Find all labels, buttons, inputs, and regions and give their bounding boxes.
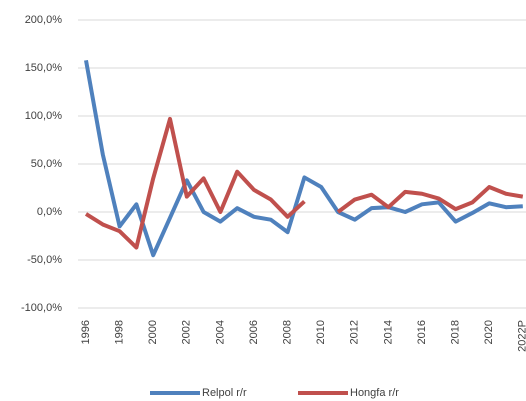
legend-label: Hongfa r/r: [350, 387, 399, 399]
x-tick-label: 2020: [483, 320, 495, 344]
y-tick-label: -50,0%: [27, 254, 62, 266]
x-tick-label: 1998: [114, 320, 126, 344]
x-tick-label: 2002: [181, 320, 193, 344]
y-tick-label: 100,0%: [25, 110, 63, 122]
x-tick-label: 2016: [416, 320, 428, 344]
series-line: [84, 116, 524, 250]
x-tick-label: 2000: [147, 320, 159, 344]
x-tick-label: 2010: [315, 320, 327, 344]
x-tick-label: 2008: [282, 320, 294, 344]
x-tick-label: 2006: [248, 320, 260, 344]
x-tick-label: 2014: [382, 320, 394, 344]
x-tick-label: 1996: [80, 320, 92, 344]
y-tick-label: 200,0%: [25, 14, 63, 26]
y-tick-label: 150,0%: [25, 62, 63, 74]
series-line: [84, 59, 523, 258]
y-tick-label: 0,0%: [37, 206, 62, 218]
x-tick-label: 2012: [349, 320, 361, 344]
x-tick-label: 2022P: [517, 320, 526, 352]
legend-label: Relpol r/r: [202, 387, 247, 399]
y-tick-label: 50,0%: [31, 158, 62, 170]
y-tick-label: -100,0%: [21, 302, 62, 314]
x-tick-label: 2018: [450, 320, 462, 344]
x-tick-label: 2004: [214, 320, 226, 344]
